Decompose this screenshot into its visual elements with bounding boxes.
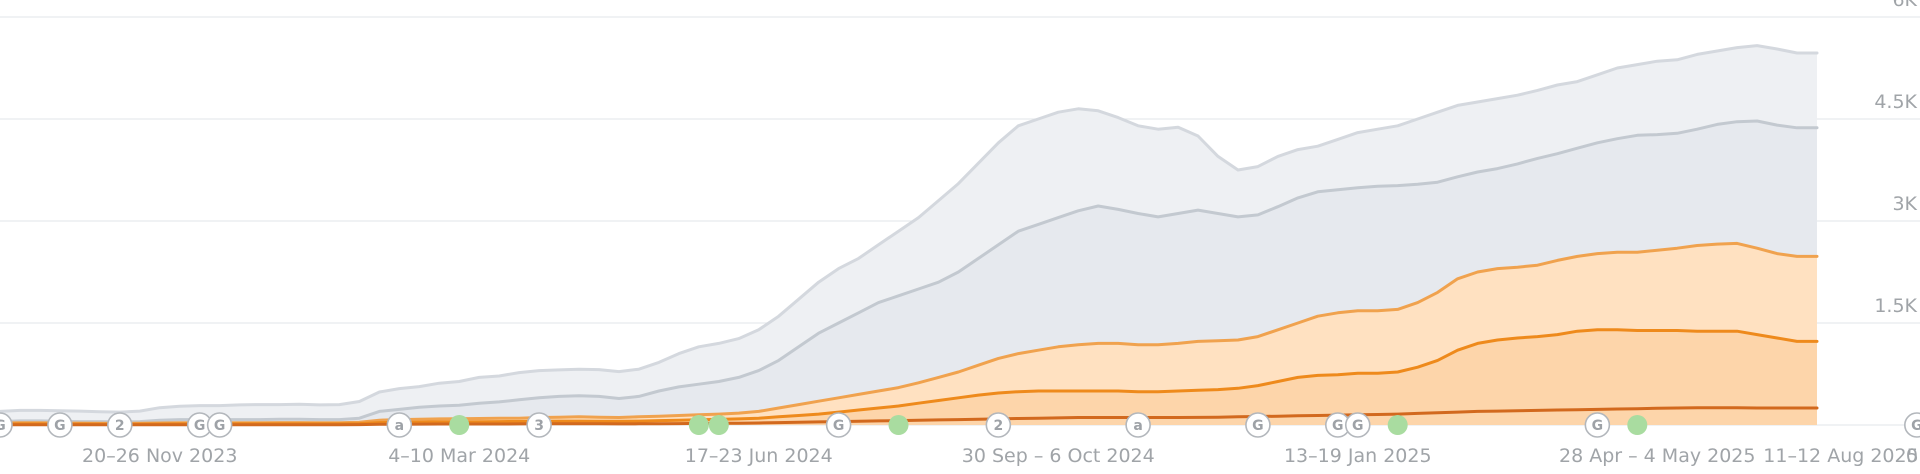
x-tick-label: 4–10 Mar 2024: [388, 445, 530, 467]
annotation-marker-circle: [1344, 412, 1371, 438]
annotation-marker[interactable]: G: [825, 412, 852, 438]
annotation-marker-circle: [825, 412, 852, 438]
annotation-marker[interactable]: G: [1344, 412, 1371, 438]
annotation-marker-label: G: [194, 418, 206, 434]
x-tick-label: 17–23 Jun 2024: [685, 445, 833, 467]
annotation-marker-label: G: [1332, 418, 1344, 434]
y-tick-label: 3K: [1892, 193, 1917, 215]
x-tick-label: 13–19 Jan 2025: [1284, 445, 1432, 467]
annotation-marker-label: a: [395, 418, 404, 434]
annotation-marker[interactable]: 2: [107, 412, 133, 438]
annotation-marker-circle: [1125, 412, 1151, 438]
annotation-marker[interactable]: G: [206, 412, 233, 438]
annotation-marker-label: 3: [534, 418, 544, 434]
series-line-top: [0, 44, 1819, 414]
annotation-marker[interactable]: 2: [985, 412, 1012, 438]
x-tick-label: 20–26 Nov 2023: [82, 445, 237, 467]
x-tick-label: 30 Sep – 6 Oct 2024: [962, 445, 1155, 467]
annotation-marker-circle: [206, 412, 233, 438]
event-dot[interactable]: [1627, 415, 1648, 435]
annotation-marker[interactable]: G: [1904, 412, 1920, 438]
annotation-marker-circle: [1584, 412, 1611, 438]
series-area-fourth: [0, 329, 1817, 425]
event-markers: GG2GGa3G2aGGGGG: [0, 412, 1920, 438]
annotation-marker[interactable]: G: [47, 412, 73, 438]
x-axis-labels: 20–26 Nov 2023 4–10 Mar 2024 17–23 Jun 202…: [82, 445, 1919, 467]
annotation-marker-label: 2: [993, 418, 1003, 434]
x-tick-label: 11–12 Aug 2025: [1763, 445, 1918, 467]
event-dot[interactable]: [708, 415, 729, 435]
event-dot[interactable]: [449, 415, 470, 435]
annotation-marker[interactable]: a: [386, 412, 413, 438]
y-tick-label: 0: [1906, 445, 1918, 467]
annotation-marker-circle: [985, 412, 1012, 438]
annotation-marker-label: G: [1911, 418, 1920, 434]
event-dot[interactable]: [688, 415, 709, 435]
annotation-marker-label: a: [1133, 418, 1142, 434]
annotation-marker-label: G: [833, 418, 845, 434]
annotation-marker-circle: [1904, 412, 1920, 438]
annotation-marker-label: 2: [115, 418, 125, 434]
annotation-marker-circle: [386, 412, 413, 438]
annotation-marker-circle: [47, 412, 73, 438]
event-dot[interactable]: [888, 415, 909, 435]
y-axis-labels: 0 1.5K 3K 4.5K 6K: [1874, 0, 1918, 467]
y-tick-label: 4.5K: [1874, 91, 1917, 113]
annotation-marker-label: G: [1352, 418, 1364, 434]
annotation-marker[interactable]: G: [1584, 412, 1611, 438]
annotation-marker-circle: [0, 412, 13, 438]
series-line-second: [0, 119, 1819, 424]
annotation-marker-circle: [526, 412, 552, 438]
annotation-marker-circle: [107, 412, 133, 438]
annotation-marker[interactable]: G: [1245, 412, 1271, 438]
annotation-marker-label: G: [1592, 418, 1604, 434]
annotation-marker-label: G: [0, 418, 6, 434]
annotation-marker-circle: [1245, 412, 1271, 438]
annotation-marker-label: G: [214, 418, 226, 434]
x-tick-label: 28 Apr – 4 May 2025: [1559, 445, 1755, 467]
event-dot[interactable]: [1387, 415, 1408, 435]
series-line-bottom: [0, 406, 1819, 427]
annotation-marker[interactable]: a: [1125, 412, 1151, 438]
annotation-marker[interactable]: 3: [526, 412, 552, 438]
y-tick-label: 6K: [1892, 0, 1917, 11]
annotation-marker[interactable]: G: [1324, 412, 1351, 438]
series-areas: [0, 45, 1817, 425]
annotation-marker-label: G: [54, 418, 66, 434]
annotation-marker-label: G: [1252, 418, 1264, 434]
annotation-marker[interactable]: G: [0, 412, 13, 438]
series-lines: [0, 44, 1819, 427]
y-tick-label: 1.5K: [1874, 295, 1917, 317]
